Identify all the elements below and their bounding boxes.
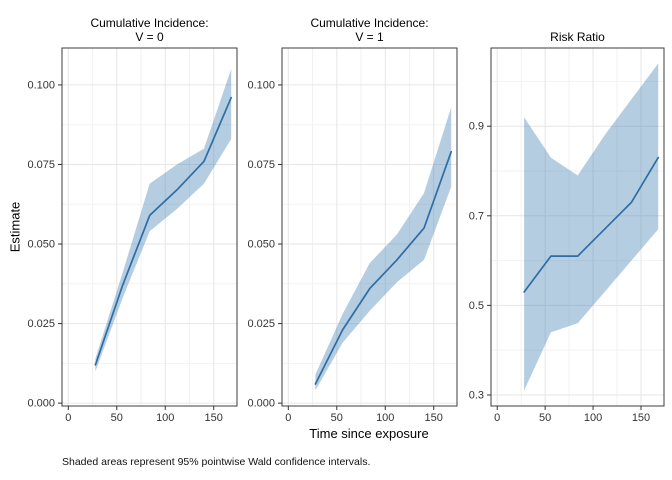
panel-border — [490, 47, 665, 407]
y-tick-label: 0.075 — [27, 159, 55, 171]
estimate-line — [523, 156, 660, 293]
panel-border — [281, 47, 458, 407]
panel-border — [61, 47, 238, 407]
x-tick-label: 100 — [584, 412, 602, 424]
confidence-band — [524, 63, 659, 391]
y-tick-label: 0.025 — [27, 318, 55, 330]
panel-title-line: Risk Ratio — [550, 29, 605, 44]
panel-1: 0.000 0.025 0.050 0.075 0.100 0 50 100 150 — [247, 47, 458, 424]
x-tick-label: 0 — [494, 412, 500, 424]
panel-title-v0: Cumulative Incidence: V = 0 — [90, 10, 208, 44]
x-tick-label: 50 — [539, 412, 551, 424]
y-axis-label: Estimate — [7, 201, 23, 253]
x-tick-label: 150 — [632, 412, 650, 424]
y-tick-label: 0.100 — [27, 79, 55, 91]
x-axis-label: Time since exposure — [309, 426, 429, 441]
y-tick-label: 0.000 — [247, 398, 275, 410]
y-tick-label: 0.050 — [247, 239, 275, 251]
y-tick-label: 0.000 — [27, 398, 55, 410]
x-tick-label: 50 — [111, 412, 123, 424]
y-tick-label: 0.050 — [27, 239, 55, 251]
y-tick-label: 0.025 — [247, 318, 275, 330]
panel-title-line: Cumulative Incidence: — [310, 16, 429, 30]
panel-title-line: Cumulative Incidence: — [90, 16, 209, 30]
y-tick-label: 0.100 — [247, 79, 275, 91]
y-tick-label: 0.7 — [469, 210, 484, 222]
x-tick-label: 50 — [331, 412, 343, 424]
x-tick-label: 0 — [65, 412, 71, 424]
panel-title-v1: Cumulative Incidence: V = 1 — [310, 10, 428, 44]
y-tick-label: 0.9 — [469, 121, 484, 133]
x-tick-label: 100 — [376, 412, 394, 424]
confidence-band — [315, 107, 452, 391]
x-tick-label: 150 — [425, 412, 443, 424]
y-tick-label: 0.3 — [469, 389, 484, 401]
figure-caption: Shaded areas represent 95% pointwise Wal… — [62, 456, 371, 468]
panel-title-risk-ratio: Risk Ratio — [550, 10, 605, 44]
confidence-band — [95, 69, 232, 372]
estimate-line — [314, 150, 453, 385]
y-tick-label: 0.075 — [247, 159, 275, 171]
y-tick-label: 0.5 — [469, 300, 484, 312]
x-tick-label: 100 — [156, 412, 174, 424]
panel-title-line: V = 1 — [355, 29, 384, 44]
x-tick-label: 150 — [205, 412, 223, 424]
panel-title-line: V = 0 — [135, 29, 164, 44]
estimate-line — [94, 96, 233, 366]
x-tick-label: 0 — [285, 412, 291, 424]
panel-2: 0.3 0.5 0.7 0.9 0 50 100 150 — [469, 47, 665, 424]
panel-0: 0.000 0.025 0.050 0.075 0.100 0 50 100 150 — [27, 47, 238, 424]
